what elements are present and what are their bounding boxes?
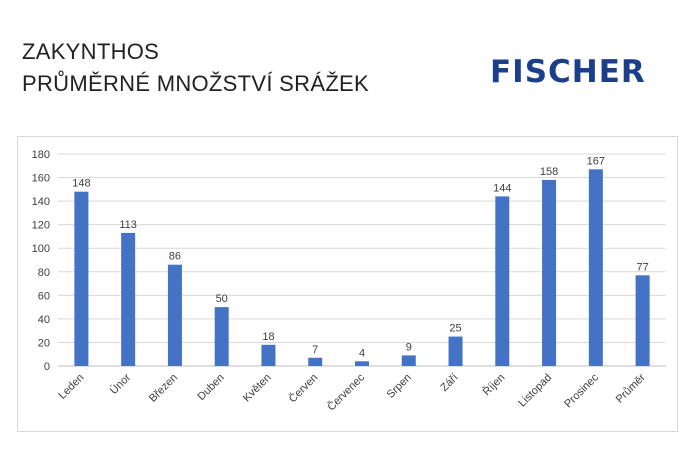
y-tick-label: 180 (32, 149, 50, 161)
data-label: 77 (636, 261, 648, 273)
bar (495, 196, 510, 366)
y-tick-label: 40 (38, 314, 50, 326)
y-tick-label: 140 (32, 196, 50, 208)
data-label: 25 (449, 323, 461, 335)
bar (635, 275, 650, 366)
x-tick-label: Srpen (385, 372, 414, 401)
data-label: 4 (359, 347, 365, 359)
data-label: 9 (406, 341, 412, 353)
y-tick-label: 100 (32, 243, 50, 255)
x-tick-label: Prosinec (562, 371, 601, 410)
x-tick-label: Duben (195, 372, 226, 403)
x-tick-label: Květen (241, 372, 274, 405)
y-tick-label: 20 (38, 337, 50, 349)
title-line-destination: ZAKYNTHOS (22, 39, 160, 64)
data-label: 50 (216, 293, 228, 305)
bar (588, 169, 603, 366)
bar-chart: 0 20 40 60 80 100 120 140 160 180 148 Leden 113 Únor 8… (32, 149, 666, 414)
bar (214, 307, 229, 366)
y-tick-label: 160 (32, 173, 50, 185)
bar (121, 232, 136, 366)
chart-title: ZAKYNTHOS PRŮMĚRNÉ MNOŽSTVÍ SRÁŽEK (22, 36, 369, 100)
title-line-subject: PRŮMĚRNÉ MNOŽSTVÍ SRÁŽEK (22, 71, 370, 96)
fischer-logo: FISCHER (490, 54, 646, 90)
y-tick-label: 0 (44, 361, 50, 373)
data-label: 113 (119, 219, 137, 231)
bar (448, 336, 463, 366)
x-tick-label: Únor (107, 371, 133, 397)
x-tick-label: Leden (56, 372, 86, 402)
bar (167, 264, 182, 366)
data-label: 7 (312, 344, 318, 356)
x-tick-label: Říjen (480, 371, 507, 398)
y-tick-label: 60 (38, 290, 50, 302)
bar (261, 344, 276, 366)
bar (308, 357, 323, 366)
data-label: 18 (262, 331, 274, 343)
x-tick-label: Listopad (516, 372, 554, 410)
x-tick-label: Září (438, 372, 460, 394)
data-label: 158 (540, 166, 558, 178)
bar (74, 191, 89, 366)
data-label: 148 (72, 178, 90, 190)
y-tick-label: 120 (32, 220, 50, 232)
data-label: 167 (587, 155, 605, 167)
x-tick-label: Červen (286, 371, 320, 405)
y-tick-label: 80 (38, 267, 50, 279)
bar (355, 361, 369, 366)
bar (401, 355, 416, 366)
bar (542, 179, 557, 366)
x-tick-label: Červenec (325, 371, 368, 414)
x-tick-label: Březen (147, 372, 180, 405)
x-tick-label: Průměr (614, 371, 648, 405)
data-label: 144 (493, 182, 511, 194)
data-label: 86 (169, 251, 181, 263)
chart-area: 0 20 40 60 80 100 120 140 160 180 148 Leden 113 Únor 8… (17, 136, 678, 432)
